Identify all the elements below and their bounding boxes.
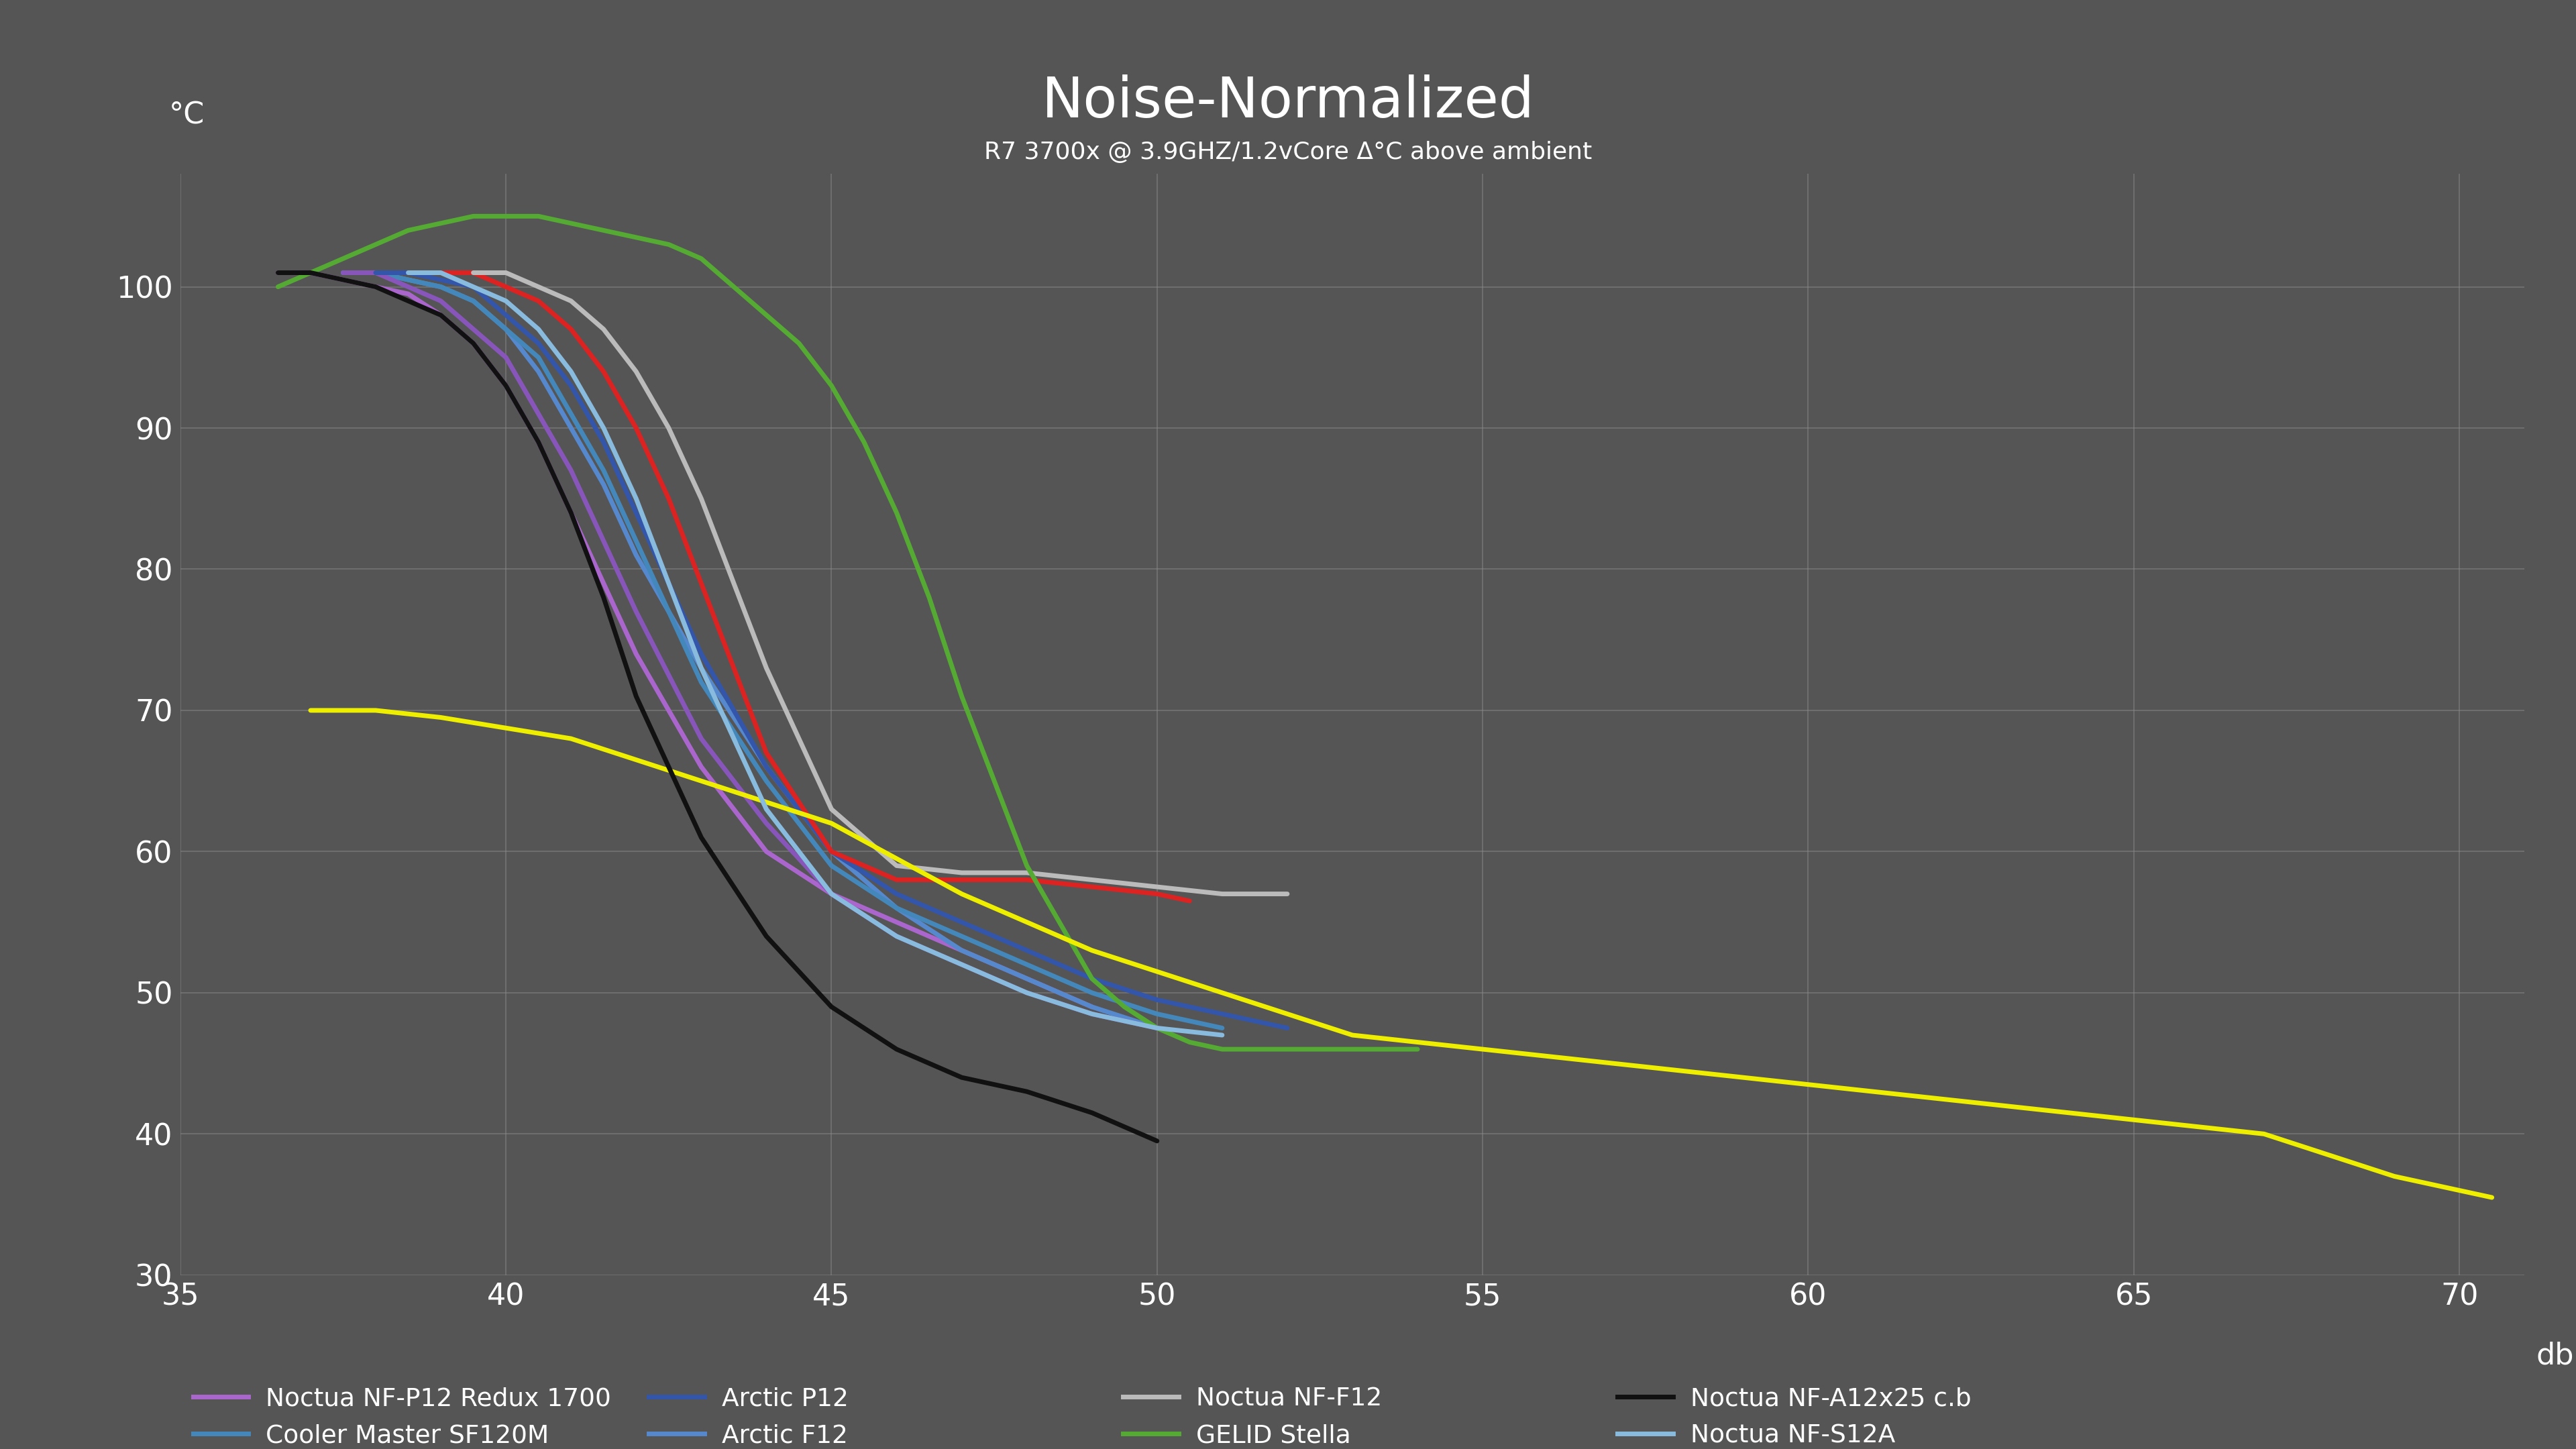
Legend: Noctua NF-P12 Redux 1700, Cooler Master SF120M, Arctic Bionix P120, Arctic P12, : Noctua NF-P12 Redux 1700, Cooler Master …	[193, 1387, 1971, 1449]
Text: R7 3700x @ 3.9GHZ/1.2vCore Δ°C above ambient: R7 3700x @ 3.9GHZ/1.2vCore Δ°C above amb…	[984, 141, 1592, 164]
Text: Noise-Normalized: Noise-Normalized	[1041, 74, 1535, 129]
Text: °C: °C	[167, 101, 204, 130]
Text: db: db	[2537, 1342, 2573, 1371]
